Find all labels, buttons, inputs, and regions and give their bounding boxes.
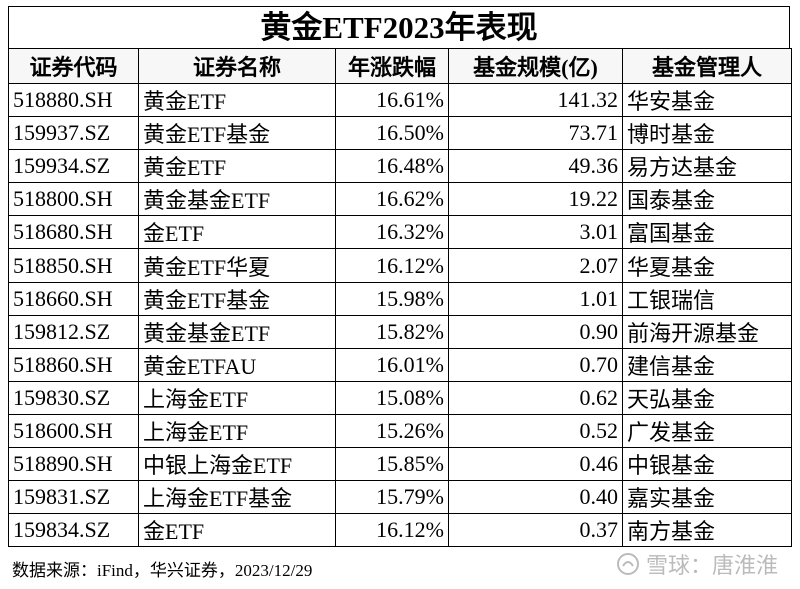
- table-row: 518600.SH 上海金ETF 15.26% 0.52 广发基金: [8, 413, 792, 449]
- table-cell: 0.52: [448, 413, 623, 449]
- table-cell: 159812.SZ: [8, 314, 139, 349]
- table-cell: 518800.SH: [8, 182, 139, 217]
- table-cell: 73.71: [448, 116, 623, 151]
- table-cell: 141.32: [448, 82, 623, 118]
- table-cell: 华夏基金: [622, 248, 792, 283]
- table-cell: 2.07: [448, 248, 623, 283]
- table-cell: 3.01: [448, 215, 623, 250]
- header-cell: 基金管理人: [622, 48, 792, 84]
- table-row: 518850.SH 黄金ETF华夏 16.12% 2.07 华夏基金: [8, 248, 792, 283]
- table-cell: 黄金ETF: [138, 82, 336, 118]
- watermark-logo: [616, 553, 639, 575]
- header-cell: 年涨跌幅: [335, 48, 449, 84]
- table-cell: 华安基金: [622, 82, 792, 118]
- table-row: 518860.SH 黄金ETFAU 16.01% 0.70 建信基金: [8, 347, 792, 382]
- header-cell: 证券名称: [138, 48, 336, 84]
- table-cell: 黄金ETFAU: [138, 347, 336, 382]
- table-cell: 嘉实基金: [622, 480, 792, 515]
- table-cell: 16.12%: [335, 513, 449, 548]
- table-cell: 0.37: [448, 513, 623, 548]
- table-body: 518880.SH 黄金ETF 16.61% 141.32 华安基金 159937.SZ 黄…: [8, 82, 792, 548]
- table-cell: 中银基金: [622, 447, 792, 482]
- fund-table: 证券代码 证券名称 年涨跌幅 基金规模(亿) 基金管理人 518880.SH 黄金ETF 1…: [8, 48, 792, 548]
- table-cell: 黄金ETF基金: [138, 116, 336, 151]
- table-cell: 15.85%: [335, 447, 449, 482]
- table-cell: 19.22: [448, 182, 623, 217]
- table-cell: 上海金ETF: [138, 413, 336, 449]
- table-title: 黄金ETF2023年表现: [8, 6, 790, 48]
- table-cell: 黄金ETF基金: [138, 281, 336, 316]
- watermark-text: 雪球：唐淮淮: [645, 554, 778, 579]
- table-cell: 0.70: [448, 347, 623, 382]
- table-cell: 16.32%: [335, 215, 449, 250]
- table-row: 518890.SH 中银上海金ETF 15.85% 0.46 中银基金: [8, 447, 792, 482]
- table-cell: 富国基金: [622, 215, 792, 250]
- table-cell: 159831.SZ: [8, 480, 139, 515]
- table-cell: 159937.SZ: [8, 116, 139, 151]
- table-cell: 518850.SH: [8, 248, 139, 283]
- table-cell: 黄金基金ETF: [138, 182, 336, 217]
- table-row: 159934.SZ 黄金ETF 16.48% 49.36 易方达基金: [8, 149, 792, 184]
- table-row: 518800.SH 黄金基金ETF 16.62% 19.22 国泰基金: [8, 182, 792, 217]
- table-row: 518680.SH 金ETF 16.32% 3.01 富国基金: [8, 215, 792, 250]
- table-cell: 159834.SZ: [8, 513, 139, 548]
- table-cell: 16.48%: [335, 149, 449, 184]
- table-cell: 南方基金: [622, 513, 792, 548]
- header-cell: 基金规模(亿): [448, 48, 623, 84]
- table-row: 518660.SH 黄金ETF基金 15.98% 1.01 工银瑞信: [8, 281, 792, 316]
- table-cell: 博时基金: [622, 116, 792, 151]
- table-row: 159830.SZ 上海金ETF 15.08% 0.62 天弘基金: [8, 380, 792, 415]
- table-cell: 159830.SZ: [8, 380, 139, 415]
- table-cell: 建信基金: [622, 347, 792, 382]
- table-cell: 518600.SH: [8, 413, 139, 449]
- table-cell: 上海金ETF基金: [138, 480, 336, 515]
- table-cell: 广发基金: [622, 413, 792, 449]
- table-cell: 159934.SZ: [8, 149, 139, 184]
- table-cell: 15.08%: [335, 380, 449, 415]
- table-cell: 金ETF: [138, 215, 336, 250]
- table-cell: 黄金基金ETF: [138, 314, 336, 349]
- table-row: 159812.SZ 黄金基金ETF 15.82% 0.90 前海开源基金: [8, 314, 792, 349]
- table-cell: 前海开源基金: [622, 314, 792, 349]
- table-cell: 0.40: [448, 480, 623, 515]
- table-cell: 金ETF: [138, 513, 336, 548]
- table-cell: 15.82%: [335, 314, 449, 349]
- table-cell: 1.01: [448, 281, 623, 316]
- table-cell: 16.62%: [335, 182, 449, 217]
- table-row: 159834.SZ 金ETF 16.12% 0.37 南方基金: [8, 513, 792, 548]
- table-cell: 518680.SH: [8, 215, 139, 250]
- table-cell: 0.62: [448, 380, 623, 415]
- header-cell: 证券代码: [8, 48, 139, 84]
- table-cell: 16.61%: [335, 82, 449, 118]
- table-cell: 黄金ETF华夏: [138, 248, 336, 283]
- table-cell: 天弘基金: [622, 380, 792, 415]
- table-cell: 0.46: [448, 447, 623, 482]
- source-note: 数据来源：iFind，华兴证券，2023/12/29: [12, 561, 313, 580]
- table-row: 159831.SZ 上海金ETF基金 15.79% 0.40 嘉实基金: [8, 480, 792, 515]
- table-cell: 黄金ETF: [138, 149, 336, 184]
- table-row: 159937.SZ 黄金ETF基金 16.50% 73.71 博时基金: [8, 116, 792, 151]
- table-cell: 518880.SH: [8, 82, 139, 118]
- table-cell: 16.50%: [335, 116, 449, 151]
- table-cell: 15.26%: [335, 413, 449, 449]
- table-cell: 518660.SH: [8, 281, 139, 316]
- header-row: 证券代码 证券名称 年涨跌幅 基金规模(亿) 基金管理人: [8, 48, 792, 84]
- table-cell: 15.79%: [335, 480, 449, 515]
- table-row: 518880.SH 黄金ETF 16.61% 141.32 华安基金: [8, 82, 792, 118]
- table-cell: 16.12%: [335, 248, 449, 283]
- table-cell: 518860.SH: [8, 347, 139, 382]
- table-cell: 易方达基金: [622, 149, 792, 184]
- watermark: 雪球：唐淮淮: [616, 548, 778, 580]
- table-cell: 0.90: [448, 314, 623, 349]
- table-cell: 15.98%: [335, 281, 449, 316]
- table-cell: 上海金ETF: [138, 380, 336, 415]
- table-cell: 中银上海金ETF: [138, 447, 336, 482]
- table-cell: 国泰基金: [622, 182, 792, 217]
- table-cell: 16.01%: [335, 347, 449, 382]
- table-cell: 工银瑞信: [622, 281, 792, 316]
- table-cell: 518890.SH: [8, 447, 139, 482]
- table-cell: 49.36: [448, 149, 623, 184]
